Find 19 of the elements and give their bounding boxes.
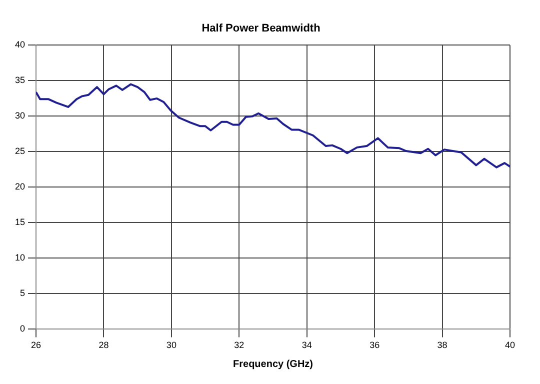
x-tick-label: 28 [98,340,109,350]
y-tick-label: 5 [20,288,26,298]
y-tick-label: 10 [14,252,26,263]
x-axis-title: Frequency (GHz) [233,358,314,370]
y-tick-label: 30 [14,110,26,121]
x-tick-label: 40 [504,340,516,350]
chart-title: Half Power Beamwidth [202,22,321,35]
y-tick-label: 20 [14,182,26,192]
x-tick-label: 26 [31,340,42,350]
y-tick-label: 40 [14,40,26,50]
y-tick-label: 35 [14,75,26,86]
x-tick-label: 34 [302,340,312,350]
x-tick-label: 30 [166,340,176,350]
x-tick-label: 38 [437,340,448,350]
y-tick-label: 25 [14,146,26,156]
x-tick-label: 32 [234,340,244,350]
x-tick-label: 36 [370,340,380,350]
y-tick-label: 15 [14,217,26,228]
y-tick-label: 0 [20,324,26,334]
